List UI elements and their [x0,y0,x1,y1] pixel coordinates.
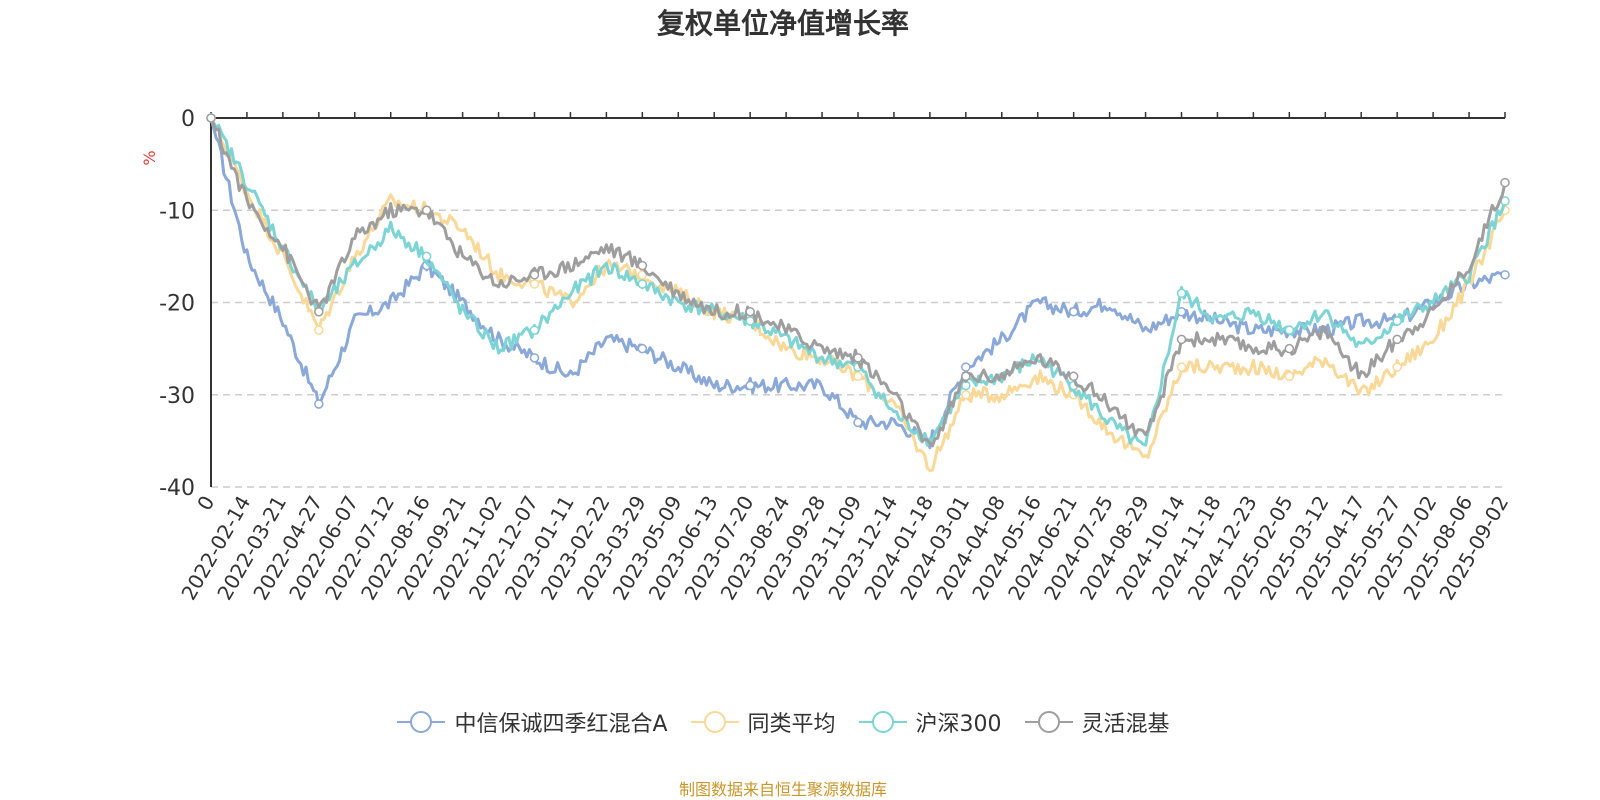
data-point [961,390,971,400]
data-point [529,279,540,289]
data-point [745,306,755,317]
legend-item[interactable]: 中信保诚四季红混合A [396,706,668,738]
source-note: 制图数据来自恒生聚源数据库 [678,780,887,799]
y-tick-label: -10 [159,199,195,224]
data-point [1284,343,1295,354]
data-point [853,417,863,428]
data-point [1392,334,1402,345]
data-point [314,306,324,317]
y-tick-label: -40 [159,476,195,501]
x-tick-label: 0 [192,492,219,515]
legend-label: 沪深300 [915,712,1002,737]
data-point [1392,362,1402,372]
y-axis-label: % [140,150,159,165]
legend: 中信保诚四季红混合A 同类平均 沪深300 灵活混基 [0,706,1566,738]
chart-title: 复权单位净值增长率 [656,7,909,40]
data-point [637,260,648,271]
legend-marker-icon [397,711,446,733]
y-tick-label: 0 [181,107,195,132]
data-point [529,270,540,280]
legend-item[interactable]: 沪深300 [858,706,1002,738]
data-point [961,371,971,382]
series-layer [206,113,1510,473]
data-point [1176,362,1187,372]
legend-marker-icon [690,711,739,733]
data-point [1284,371,1295,382]
data-point [1176,334,1187,345]
data-point [1068,371,1079,382]
legend-label: 同类平均 [747,712,836,737]
data-point [1500,270,1510,280]
data-point [1284,325,1295,335]
data-point [1068,306,1079,317]
series-line [209,117,1506,450]
data-point [961,362,971,372]
grid-layer [211,209,1505,488]
y-tick-label: -20 [159,292,195,317]
legend-label: 灵活混基 [1081,712,1170,737]
data-point [529,325,540,335]
legend-item[interactable]: 灵活混基 [1024,706,1170,738]
data-point [1392,316,1402,326]
data-point [421,251,432,262]
data-point [1500,177,1510,188]
data-point [1176,288,1187,299]
data-point [637,343,648,354]
legend-item[interactable]: 同类平均 [690,706,836,738]
legend-marker-icon [858,711,907,733]
legend-marker-icon [1024,711,1073,733]
data-point [314,399,324,409]
data-point [529,353,540,363]
data-point [853,353,863,363]
data-point [206,113,216,123]
data-point [421,205,432,215]
data-point [637,279,648,289]
data-point [745,380,755,391]
data-point [853,371,863,382]
y-tick-label: -30 [159,384,195,409]
legend-label: 中信保诚四季红混合A [454,712,668,737]
data-point [314,325,324,335]
